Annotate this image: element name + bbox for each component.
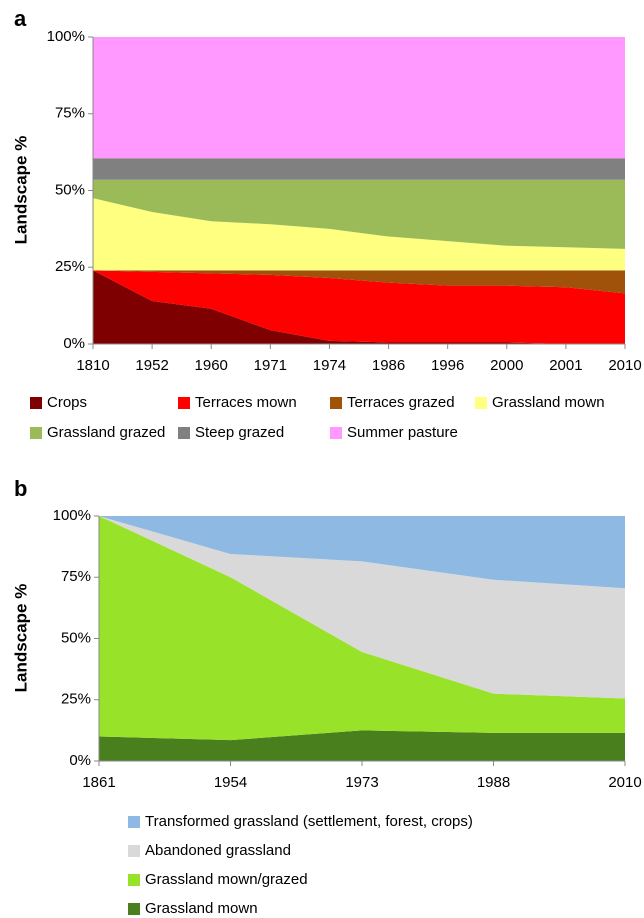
x-tick-label: 1810: [76, 357, 109, 374]
x-tick-label: 1986: [372, 357, 405, 374]
legend-swatch: [330, 427, 342, 439]
y-tick-label: 75%: [61, 568, 91, 585]
legend-label: Abandoned grassland: [145, 842, 291, 859]
area: [93, 270, 625, 344]
y-tick-label: 100%: [53, 507, 91, 524]
y-tick-label: 75%: [55, 105, 85, 122]
legend-swatch: [30, 427, 42, 439]
legend-swatch: [330, 397, 342, 409]
y-tick-label: 25%: [61, 691, 91, 708]
legend-label: Transformed grassland (settlement, fores…: [145, 813, 473, 830]
x-tick-label: 1974: [313, 357, 346, 374]
legend-swatch: [475, 397, 487, 409]
legend-swatch: [128, 874, 140, 886]
area: [93, 37, 625, 159]
y-tick-label: 50%: [61, 629, 91, 646]
legend-label: Grassland grazed: [47, 424, 165, 441]
area: [93, 198, 625, 271]
legend-label: Grassland mown: [145, 900, 258, 917]
legend-label: Grassland mown: [492, 394, 605, 411]
legend-swatch: [128, 903, 140, 915]
x-tick-label: 1973: [345, 774, 378, 791]
panel-label: b: [14, 476, 27, 501]
legend-swatch: [128, 845, 140, 857]
x-tick-label: 2001: [549, 357, 582, 374]
legend-label: Terraces grazed: [347, 394, 455, 411]
x-tick-label: 2000: [490, 357, 523, 374]
area: [93, 270, 625, 344]
y-tick-label: 100%: [47, 28, 85, 45]
panel-label: a: [14, 6, 27, 31]
area: [99, 516, 625, 589]
area: [93, 158, 625, 180]
area: [99, 516, 625, 741]
legend-swatch: [30, 397, 42, 409]
y-tick-label: 0%: [63, 335, 85, 352]
x-tick-label: 1960: [195, 357, 228, 374]
y-tick-label: 50%: [55, 181, 85, 198]
legend-label: Summer pasture: [347, 424, 458, 441]
x-tick-label: 1971: [254, 357, 287, 374]
y-axis-label: Landscape %: [11, 584, 30, 693]
legend-swatch: [178, 397, 190, 409]
area: [93, 179, 625, 249]
x-tick-label: 1988: [477, 774, 510, 791]
x-tick-label: 2010: [608, 357, 641, 374]
x-tick-label: 1952: [135, 357, 168, 374]
y-tick-label: 0%: [69, 752, 91, 769]
area: [93, 270, 625, 294]
y-tick-label: 25%: [55, 258, 85, 275]
area: [99, 516, 625, 699]
x-tick-label: 1954: [214, 774, 247, 791]
legend-label: Crops: [47, 394, 87, 411]
legend-swatch: [178, 427, 190, 439]
legend-label: Grassland mown/grazed: [145, 871, 308, 888]
legend-swatch: [128, 816, 140, 828]
y-axis-label: Landscape %: [11, 136, 30, 245]
x-tick-label: 2010: [608, 774, 641, 791]
x-tick-label: 1861: [82, 774, 115, 791]
x-tick-label: 1996: [431, 357, 464, 374]
legend-label: Terraces mown: [195, 394, 297, 411]
area: [99, 730, 625, 761]
legend-label: Steep grazed: [195, 424, 284, 441]
